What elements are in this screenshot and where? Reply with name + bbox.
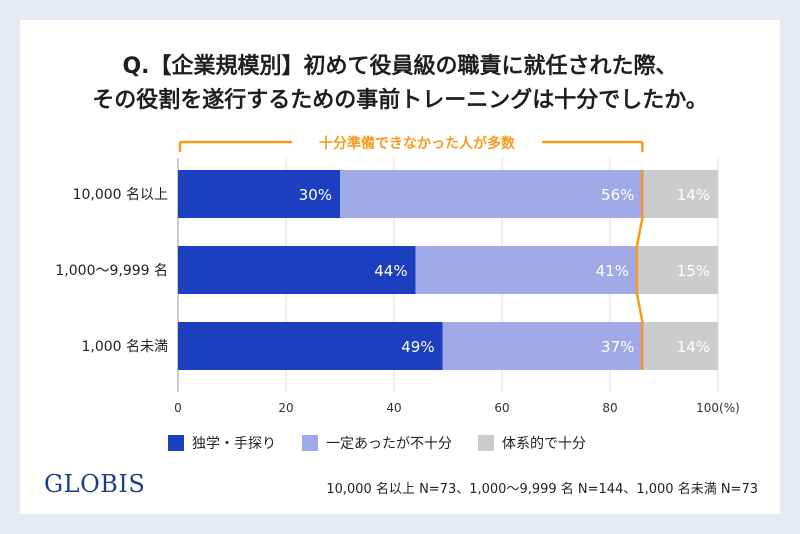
- legend-item-partial: 一定あったが不十分: [302, 433, 452, 453]
- brand-logo: GLOBIS: [44, 470, 146, 498]
- legend-swatch-sufficient: [478, 435, 494, 451]
- legend-label-self-study: 独学・手探り: [192, 436, 276, 452]
- legend-swatch-partial: [302, 435, 318, 451]
- x-tick-label: 0: [174, 401, 182, 415]
- bar-segment: [178, 322, 443, 370]
- category-label: 1,000 名未満: [81, 339, 168, 355]
- legend-label-partial: 一定あったが不十分: [326, 436, 452, 452]
- title-line-1: Q.【企業規模別】初めて役員級の職責に就任された際、: [122, 54, 678, 79]
- bar-segment: [178, 170, 340, 218]
- x-tick-label: 60: [494, 401, 509, 415]
- legend-item-sufficient: 体系的で十分: [478, 433, 586, 453]
- category-label: 1,000〜9,999 名: [55, 263, 168, 279]
- chart-title: Q.【企業規模別】初めて役員級の職責に就任された際、 その役割を遂行するための事…: [20, 50, 780, 118]
- title-line-2: その役割を遂行するための事前トレーニングは十分でしたか。: [92, 88, 708, 113]
- category-label: 10,000 名以上: [73, 187, 168, 203]
- x-tick-label: 20: [278, 401, 293, 415]
- x-tick-label: 100(%): [696, 401, 740, 415]
- bar-segment: [442, 322, 643, 370]
- annotation-separator-line: [635, 170, 644, 370]
- data-label: 15%: [677, 262, 710, 280]
- data-label: 44%: [374, 262, 407, 280]
- legend-swatch-self-study: [168, 435, 184, 451]
- legend: 独学・手探り 一定あったが不十分 体系的で十分: [168, 432, 612, 454]
- data-label: 30%: [299, 186, 332, 204]
- data-label: 14%: [677, 338, 710, 356]
- data-label: 56%: [601, 186, 634, 204]
- data-label: 41%: [596, 262, 629, 280]
- data-label: 14%: [677, 186, 710, 204]
- bar-segment: [178, 246, 416, 294]
- chart-card: Q.【企業規模別】初めて役員級の職責に就任された際、 その役割を遂行するための事…: [20, 20, 780, 514]
- stacked-bar-chart: 0 20 40 60 80 100(%) 10,000 名以上 30% 56% 14% 1,000〜…: [55, 135, 740, 415]
- x-tick-label: 80: [602, 401, 617, 415]
- data-label: 49%: [401, 338, 434, 356]
- legend-item-self-study: 独学・手探り: [168, 433, 276, 453]
- bar-segment: [340, 170, 643, 218]
- sample-size-note: 10,000 名以上 N=73、1,000〜9,999 名 N=144、1,00…: [326, 482, 758, 497]
- bar-segment: [415, 246, 637, 294]
- annotation-text: 十分準備できなかった人が多数: [319, 135, 516, 152]
- bar-segment: [642, 170, 718, 218]
- bar-segment: [642, 322, 718, 370]
- legend-label-sufficient: 体系的で十分: [502, 436, 586, 452]
- bar-segment: [637, 246, 718, 294]
- data-label: 37%: [601, 338, 634, 356]
- x-tick-label: 40: [386, 401, 401, 415]
